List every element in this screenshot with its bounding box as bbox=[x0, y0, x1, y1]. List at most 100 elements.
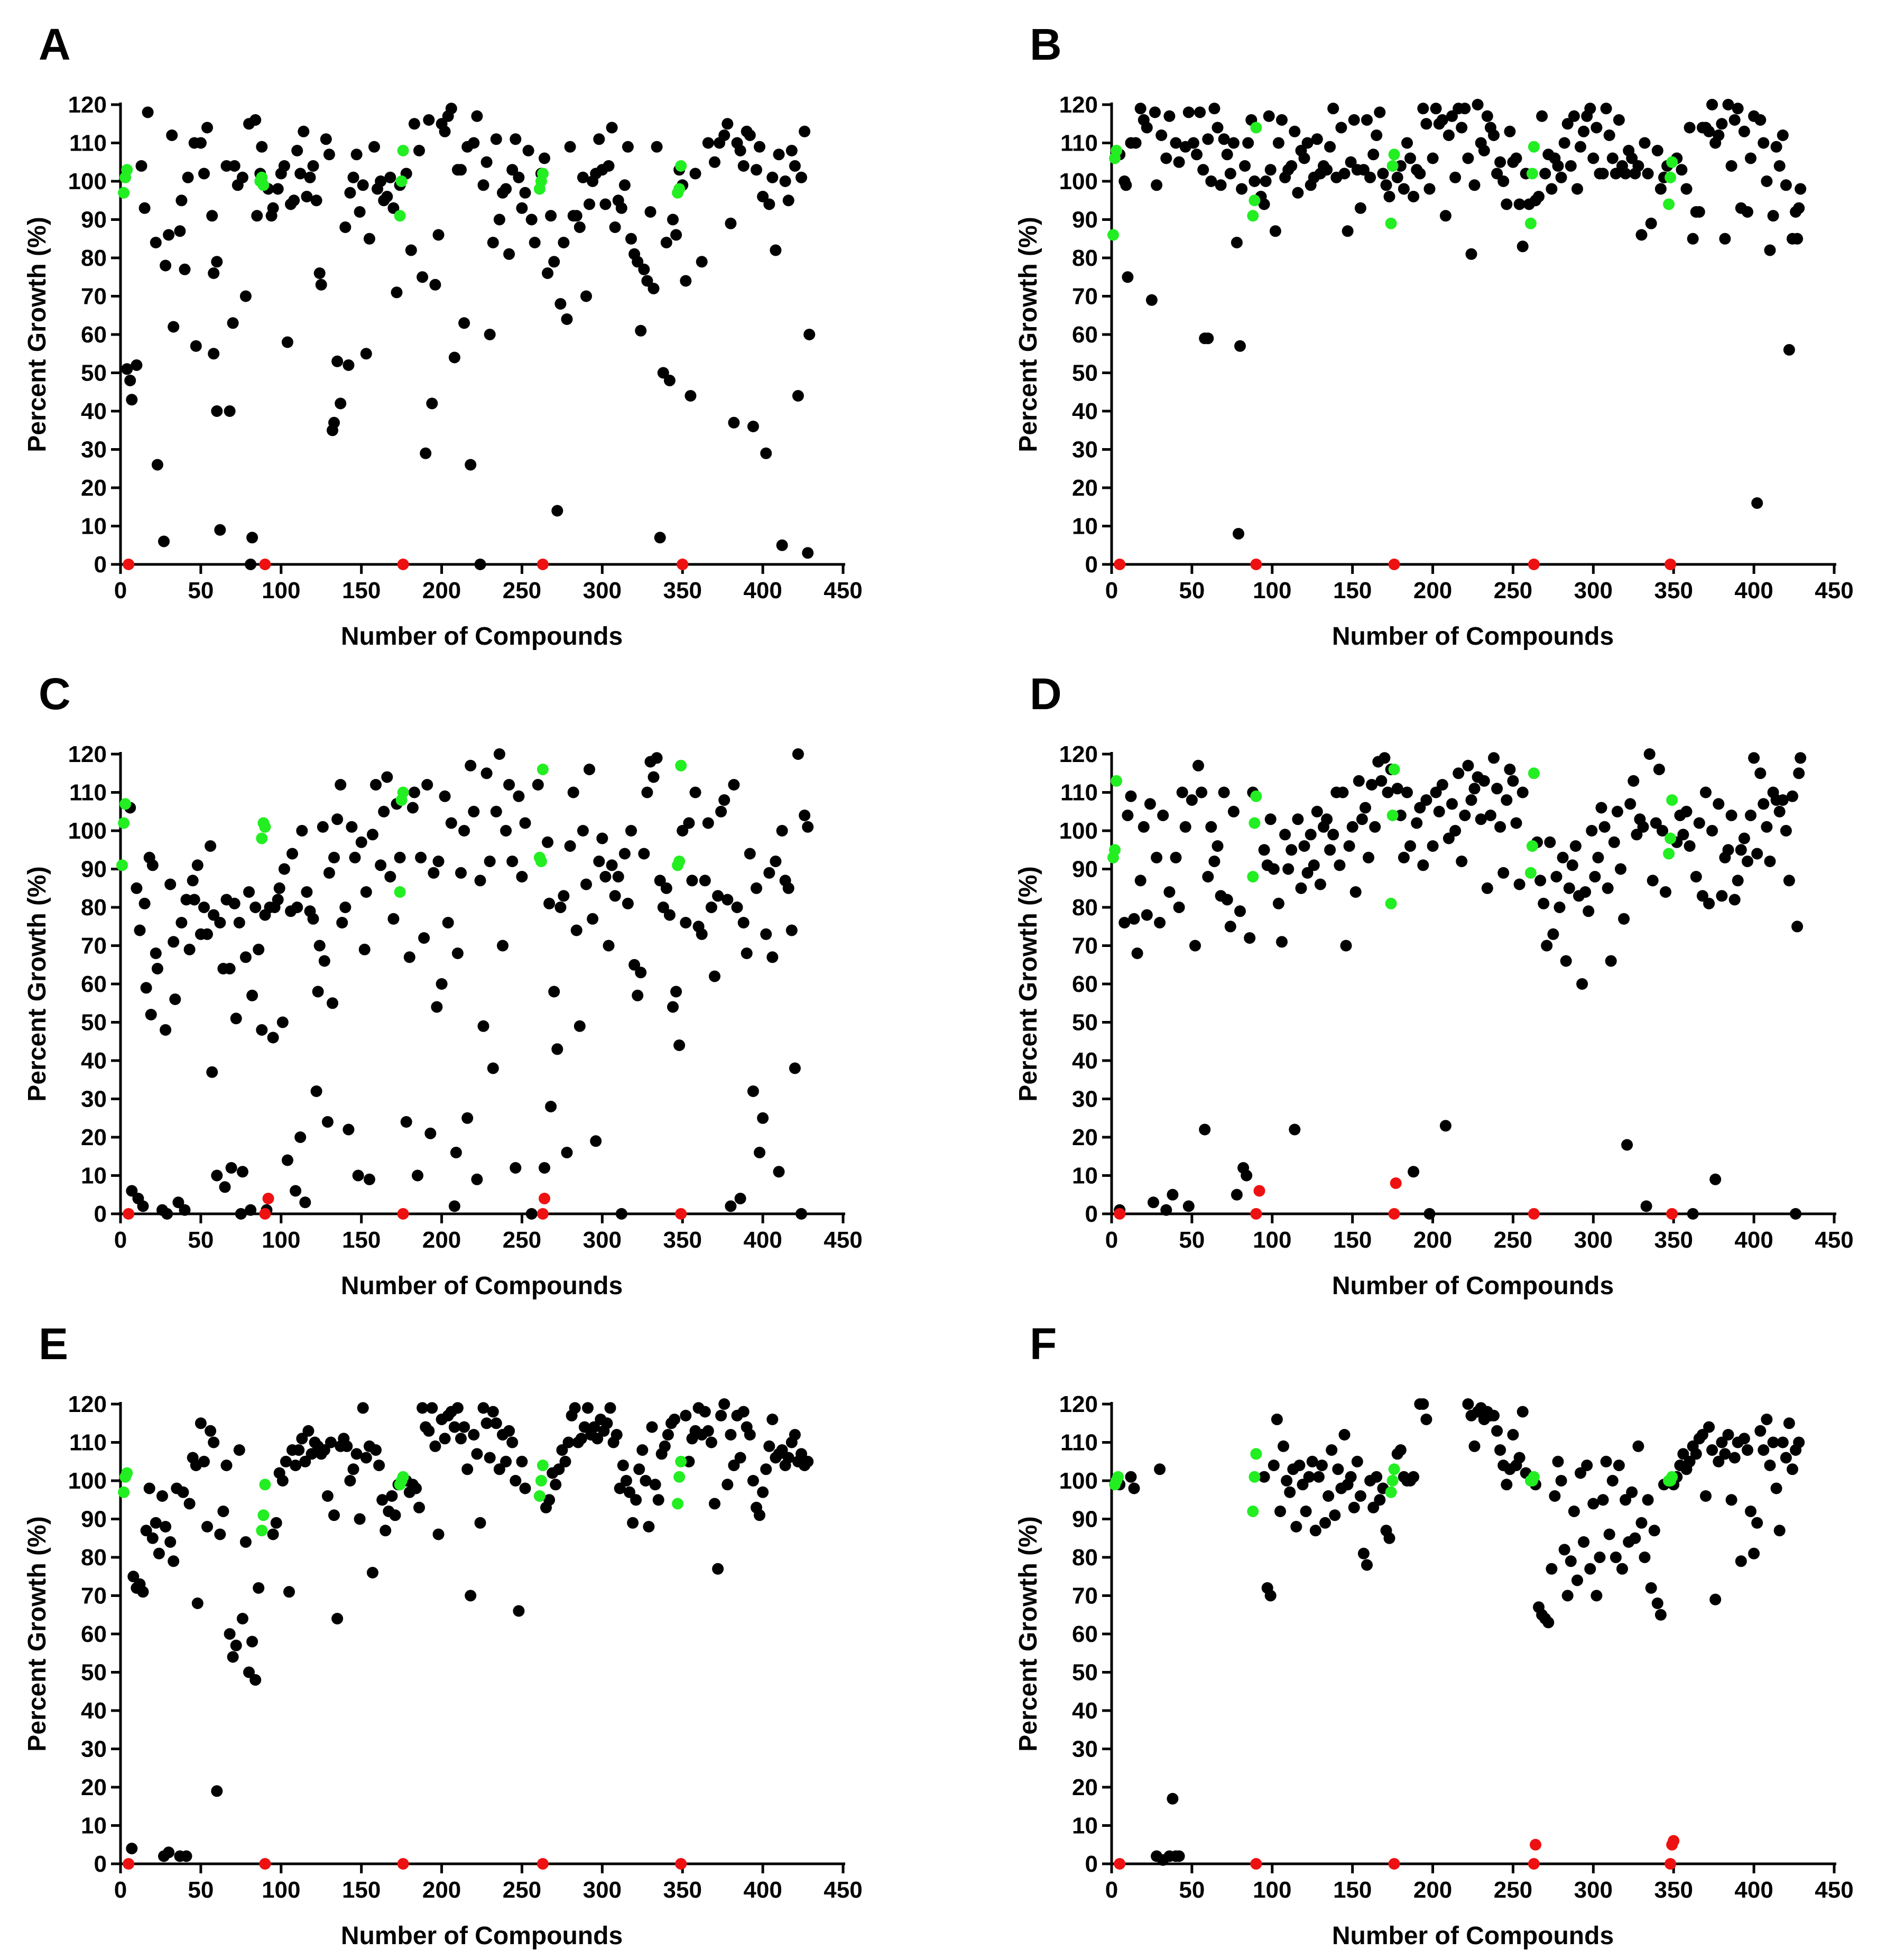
y-tick-label: 50 bbox=[1072, 360, 1098, 386]
y-tick-label: 10 bbox=[81, 1163, 107, 1189]
compound-point bbox=[239, 951, 252, 963]
compound-point bbox=[421, 779, 433, 791]
positive-control-point bbox=[675, 160, 687, 172]
compound-point bbox=[1340, 940, 1352, 952]
positive-control-point bbox=[397, 786, 409, 798]
compound-point bbox=[747, 421, 759, 432]
compound-point bbox=[1423, 1208, 1436, 1220]
compound-point bbox=[249, 1674, 262, 1686]
compound-point bbox=[725, 1200, 737, 1212]
compound-point bbox=[1558, 137, 1570, 149]
compound-point bbox=[705, 1436, 717, 1448]
compound-point bbox=[484, 329, 496, 340]
compound-point bbox=[236, 171, 248, 183]
compound-point bbox=[567, 786, 579, 798]
compound-point bbox=[1584, 103, 1596, 115]
y-tick-label: 90 bbox=[81, 207, 107, 233]
compound-point bbox=[648, 771, 660, 783]
compound-point bbox=[426, 1402, 438, 1414]
compound-point bbox=[471, 110, 483, 122]
compound-point bbox=[1383, 191, 1395, 202]
compound-point bbox=[561, 313, 573, 325]
negative-control-point bbox=[675, 1858, 687, 1870]
compound-point bbox=[799, 125, 811, 137]
compound-point bbox=[182, 171, 194, 183]
compound-point bbox=[1361, 114, 1373, 126]
compound-point bbox=[174, 225, 186, 237]
compound-point bbox=[1742, 206, 1753, 218]
compound-point bbox=[1571, 183, 1583, 195]
y-tick-label: 90 bbox=[81, 1507, 107, 1532]
compound-point bbox=[564, 141, 576, 153]
compound-point bbox=[1446, 798, 1458, 810]
compound-point bbox=[1329, 1509, 1341, 1521]
compound-point bbox=[699, 875, 711, 887]
compound-point bbox=[1561, 118, 1574, 130]
compound-point bbox=[1233, 528, 1244, 540]
compound-point bbox=[1517, 786, 1529, 798]
compound-point bbox=[648, 283, 660, 294]
compound-point bbox=[636, 1444, 649, 1456]
compound-point bbox=[1439, 210, 1451, 222]
compound-point bbox=[1173, 1850, 1185, 1862]
x-tick-label: 150 bbox=[1333, 1877, 1372, 1903]
positive-control-point bbox=[257, 1509, 270, 1521]
compound-point bbox=[543, 897, 556, 909]
x-tick-label: 400 bbox=[1734, 1877, 1773, 1903]
compound-point bbox=[1684, 840, 1696, 852]
compound-point bbox=[1160, 1204, 1172, 1216]
compound-point bbox=[278, 863, 290, 875]
compound-point bbox=[1286, 160, 1298, 172]
compound-point bbox=[590, 1135, 602, 1147]
compound-point bbox=[611, 1429, 623, 1441]
compound-point bbox=[539, 1162, 550, 1174]
compound-point bbox=[1205, 175, 1217, 187]
y-tick-label: 70 bbox=[1072, 284, 1098, 310]
positive-control-point bbox=[1388, 148, 1400, 161]
positive-control-point bbox=[1666, 794, 1678, 806]
compound-point bbox=[296, 825, 308, 837]
compound-point bbox=[357, 1402, 369, 1414]
compound-point bbox=[283, 1586, 295, 1598]
y-tick-label: 100 bbox=[68, 1468, 107, 1494]
compound-point bbox=[638, 263, 650, 275]
compound-point bbox=[484, 1452, 496, 1464]
compound-point bbox=[160, 1024, 172, 1036]
compound-point bbox=[1657, 825, 1668, 837]
compound-point bbox=[632, 256, 644, 268]
compound-point bbox=[669, 1414, 680, 1425]
compound-point bbox=[718, 794, 731, 806]
compound-point bbox=[763, 867, 775, 879]
compound-point bbox=[301, 886, 313, 898]
positive-control-point bbox=[1250, 790, 1262, 802]
compound-point bbox=[310, 194, 322, 207]
compound-point bbox=[1475, 813, 1487, 825]
compound-point bbox=[1569, 840, 1582, 852]
compound-point bbox=[243, 1666, 255, 1678]
negative-control-point bbox=[539, 1193, 550, 1204]
x-axis-title: Number of Compounds bbox=[1332, 1922, 1614, 1950]
compound-point bbox=[1767, 210, 1779, 222]
compound-point bbox=[1394, 160, 1407, 172]
compound-point bbox=[417, 1402, 429, 1414]
panel-a: A 0 10 20 30 40 50 60 70 80 90 100 110 120 0 50 100 150 20… bbox=[23, 20, 863, 651]
compound-point bbox=[461, 1463, 474, 1475]
y-tick-label: 50 bbox=[81, 1010, 107, 1036]
x-tick-label: 0 bbox=[1105, 1877, 1118, 1903]
compound-point bbox=[1151, 179, 1163, 191]
compound-point bbox=[506, 1436, 519, 1448]
compound-point bbox=[357, 179, 369, 191]
compound-point bbox=[1303, 1471, 1315, 1483]
compound-point bbox=[1780, 825, 1792, 837]
compound-point bbox=[667, 213, 679, 226]
compound-point bbox=[1478, 775, 1490, 787]
compound-point bbox=[474, 1517, 486, 1529]
compound-point bbox=[1716, 1436, 1728, 1448]
compound-point bbox=[224, 963, 236, 974]
y-tick-label: 0 bbox=[1085, 1851, 1098, 1877]
compound-point bbox=[699, 1406, 711, 1418]
compound-point bbox=[1563, 882, 1575, 894]
compound-point bbox=[208, 909, 220, 921]
compound-point bbox=[789, 160, 801, 172]
compound-point bbox=[657, 367, 669, 379]
